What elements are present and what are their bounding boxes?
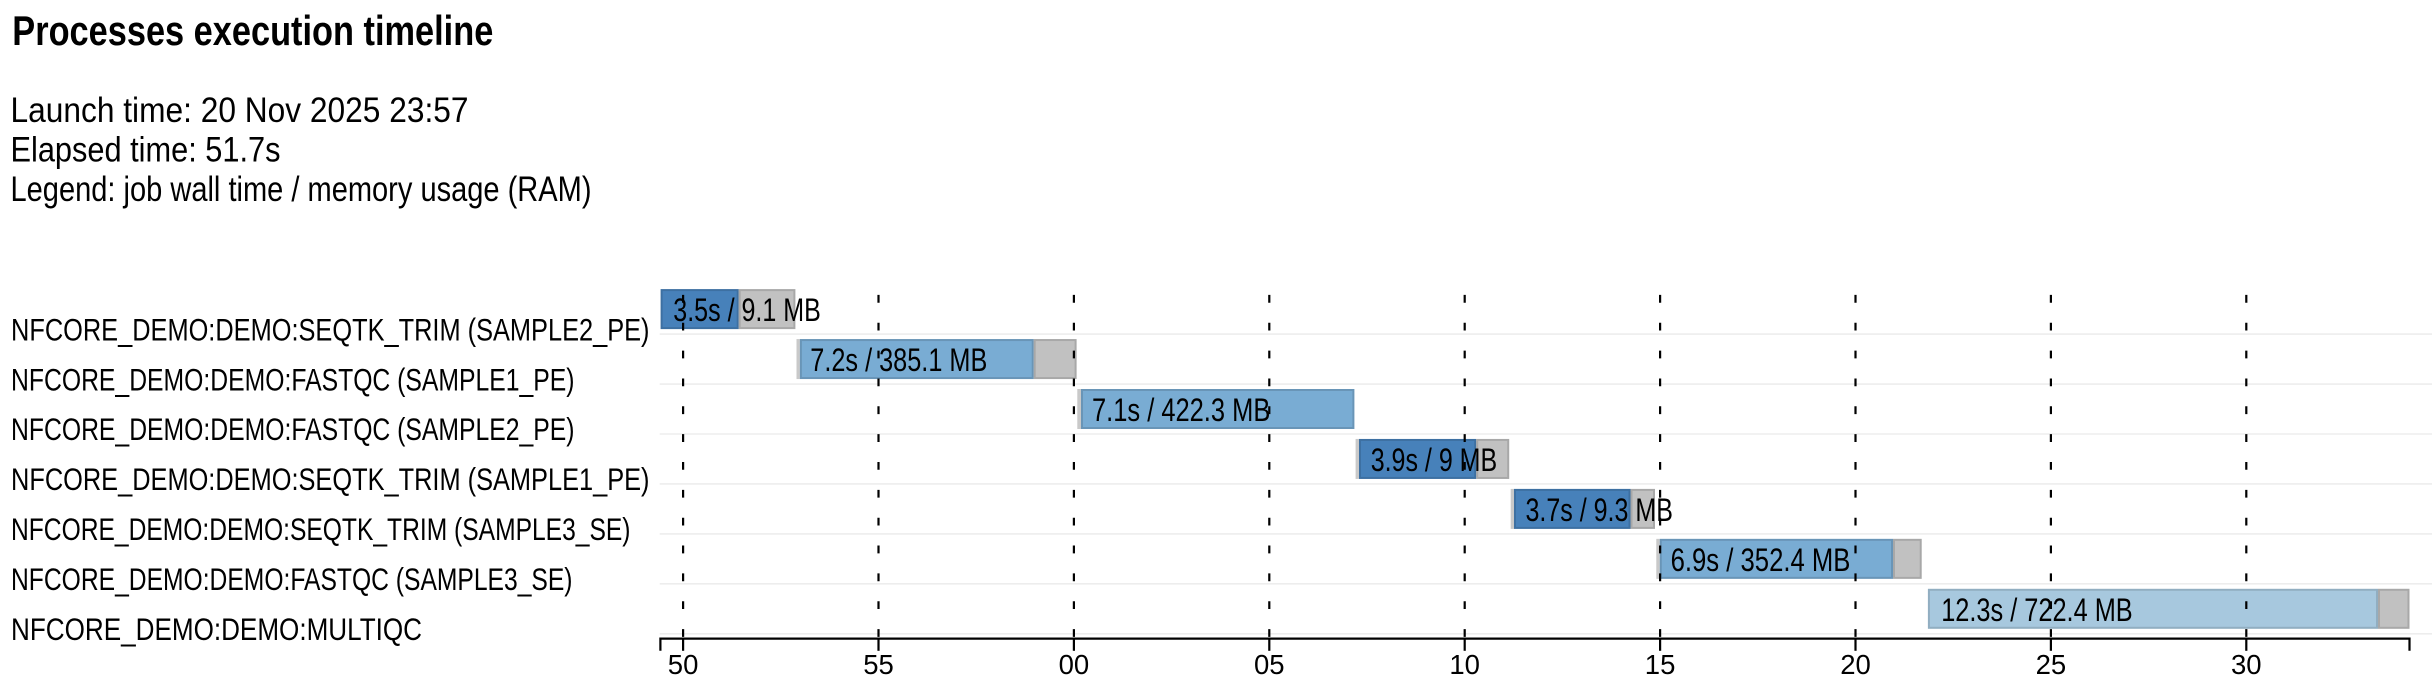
svg-text:15: 15 <box>1645 649 1676 680</box>
svg-text:NFCORE_DEMO:DEMO:FASTQC (SAMPL: NFCORE_DEMO:DEMO:FASTQC (SAMPLE1_PE) <box>11 361 575 397</box>
svg-text:05: 05 <box>1254 649 1285 680</box>
svg-text:NFCORE_DEMO:DEMO:SEQTK_TRIM (S: NFCORE_DEMO:DEMO:SEQTK_TRIM (SAMPLE1_PE) <box>11 461 650 497</box>
svg-text:NFCORE_DEMO:DEMO:SEQTK_TRIM (S: NFCORE_DEMO:DEMO:SEQTK_TRIM (SAMPLE3_SE) <box>11 511 631 547</box>
svg-text:NFCORE_DEMO:DEMO:FASTQC (SAMPL: NFCORE_DEMO:DEMO:FASTQC (SAMPLE3_SE) <box>11 561 573 597</box>
svg-text:NFCORE_DEMO:DEMO:FASTQC (SAMPL: NFCORE_DEMO:DEMO:FASTQC (SAMPLE2_PE) <box>11 411 575 447</box>
svg-text:3.9s / 9 MB: 3.9s / 9 MB <box>1371 442 1498 478</box>
svg-text:NFCORE_DEMO:DEMO:MULTIQC: NFCORE_DEMO:DEMO:MULTIQC <box>11 611 422 647</box>
svg-text:Processes execution timeline: Processes execution timeline <box>12 8 493 54</box>
svg-text:Launch time: 20 Nov 2025 23:57: Launch time: 20 Nov 2025 23:57 <box>11 91 469 130</box>
svg-text:30: 30 <box>2231 649 2262 680</box>
svg-text:3.5s / 9.1 MB: 3.5s / 9.1 MB <box>673 292 821 328</box>
svg-text:20: 20 <box>1840 649 1871 680</box>
svg-text:00: 00 <box>1059 649 1090 680</box>
svg-text:50: 50 <box>668 649 699 680</box>
svg-text:NFCORE_DEMO:DEMO:SEQTK_TRIM (S: NFCORE_DEMO:DEMO:SEQTK_TRIM (SAMPLE2_PE) <box>11 311 650 347</box>
svg-text:7.1s / 422.3 MB: 7.1s / 422.3 MB <box>1092 392 1270 428</box>
svg-text:Legend: job wall time / memory: Legend: job wall time / memory usage (RA… <box>11 170 592 209</box>
svg-text:12.3s / 722.4 MB: 12.3s / 722.4 MB <box>1941 592 2133 628</box>
svg-text:Elapsed time: 51.7s: Elapsed time: 51.7s <box>11 131 281 170</box>
svg-text:10: 10 <box>1449 649 1480 680</box>
svg-text:55: 55 <box>863 649 894 680</box>
svg-text:7.2s / 385.1 MB: 7.2s / 385.1 MB <box>810 342 987 378</box>
svg-text:3.7s / 9.3 MB: 3.7s / 9.3 MB <box>1526 492 1673 528</box>
svg-text:25: 25 <box>2036 649 2067 680</box>
svg-text:6.9s / 352.4 MB: 6.9s / 352.4 MB <box>1671 542 1851 578</box>
